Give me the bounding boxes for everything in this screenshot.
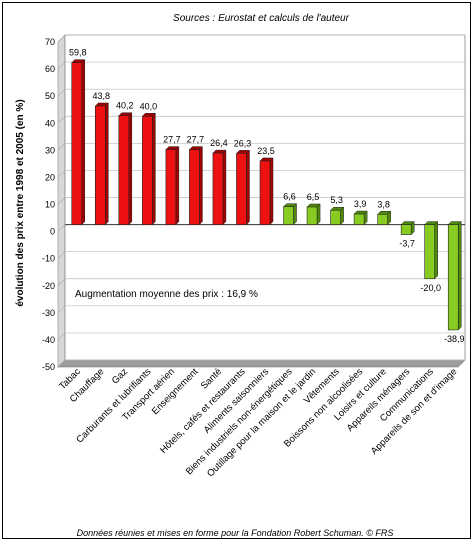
y-axis-label: évolution des prix entre 1998 et 2005 (e… (15, 99, 26, 306)
bar-value-label: -38,9 (444, 334, 465, 344)
bar-value-label: 40,0 (140, 101, 158, 111)
annotation-average: Augmentation moyenne des prix : 16,9 % (75, 289, 258, 300)
chart-title: Sources : Eurostat et calculs de l'auteu… (173, 13, 350, 24)
bar-value-label: -20,0 (420, 283, 441, 293)
bar-value-label: 6,5 (307, 192, 320, 202)
bar (165, 145, 180, 226)
bar-value-label: 40,2 (116, 101, 134, 111)
y-tick-label: -40 (42, 335, 55, 345)
y-tick-label: 20 (45, 172, 55, 182)
gridline-depth (57, 278, 66, 286)
gridline-depth (57, 332, 66, 341)
bar (71, 59, 86, 226)
gridline-depth (57, 34, 66, 43)
bar-value-label: 59,8 (69, 48, 87, 58)
y-tick-label: 10 (45, 200, 55, 210)
gridline-depth (57, 305, 66, 314)
chart-footer: Données réunies et mises en forme pour l… (77, 528, 394, 538)
bar (424, 220, 439, 280)
y-tick-label: 40 (45, 118, 55, 128)
bar (377, 210, 392, 226)
gridline-depth (57, 251, 66, 259)
y-tick-label: -10 (42, 254, 55, 264)
bar (141, 112, 156, 226)
bar (282, 203, 298, 226)
y-tick-label: 30 (45, 145, 55, 155)
chart-frame: Sources : Eurostat et calculs de l'auteu… (2, 2, 471, 539)
bar (353, 210, 368, 226)
bar (259, 157, 274, 226)
gridline-depth (57, 143, 66, 151)
bar (212, 149, 227, 226)
bar-value-label: 6,6 (283, 192, 296, 202)
bar (235, 149, 251, 226)
bar-value-label: 43,8 (93, 91, 111, 101)
y-tick-label: 60 (45, 64, 55, 74)
bar (306, 203, 321, 226)
gridline-depth (57, 61, 66, 70)
y-tick-label: 0 (50, 227, 55, 237)
bar-value-label: 27,7 (187, 135, 205, 145)
y-tick-label: 50 (45, 91, 55, 101)
y-tick-label: -30 (42, 308, 55, 318)
bar-value-label: 27,7 (163, 135, 181, 145)
gridline-depth (57, 116, 66, 124)
bar (447, 220, 462, 331)
bar-value-label: 23,5 (257, 146, 275, 156)
y-tick-label: 70 (45, 37, 55, 47)
bar (118, 112, 133, 226)
bar-value-label: 3,8 (377, 199, 390, 209)
gridline-depth (57, 224, 66, 232)
bar (400, 220, 415, 236)
bar-value-label: 26,3 (234, 138, 252, 148)
gridline-depth (57, 88, 66, 97)
x-tick-label: Gaz (110, 366, 130, 386)
gridline-depth (57, 197, 66, 205)
bar (94, 102, 109, 226)
gridline-depth (57, 359, 66, 368)
bar-value-label: -3,7 (399, 239, 415, 249)
y-tick-label: -50 (42, 362, 55, 372)
y-tick-label: -20 (42, 281, 55, 291)
bar-value-label: 3,9 (354, 199, 367, 209)
bar-value-label: 26,4 (210, 138, 228, 148)
bar-value-label: 5,3 (330, 195, 343, 205)
bar (188, 145, 204, 226)
bar (329, 206, 345, 226)
chart: Sources : Eurostat et calculs de l'auteu… (15, 13, 466, 538)
gridline-depth (57, 170, 66, 178)
